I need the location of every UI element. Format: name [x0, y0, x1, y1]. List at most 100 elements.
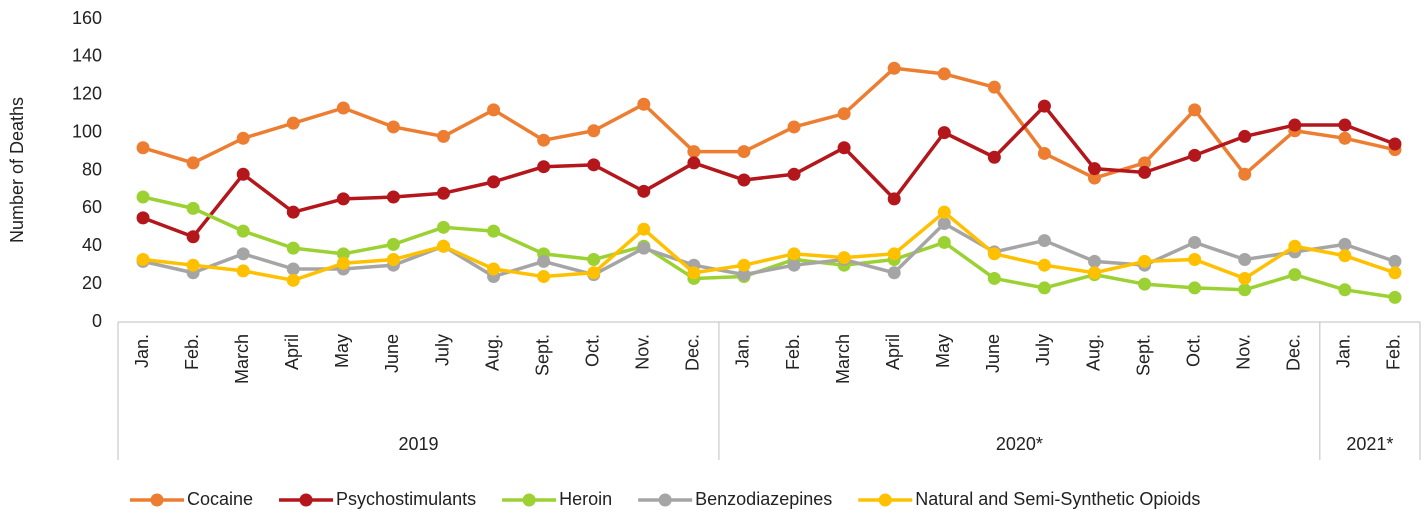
data-point: [687, 145, 701, 159]
x-tick-label: Sept.: [1133, 334, 1153, 376]
x-tick-label: Jan.: [733, 334, 753, 368]
data-point: [737, 268, 751, 282]
data-point: [687, 266, 701, 280]
data-point: [1388, 137, 1402, 151]
data-point: [1238, 283, 1252, 297]
x-tick-label: Aug.: [1083, 334, 1103, 371]
y-axis-label: Number of Deaths: [7, 97, 27, 243]
legend-label: Heroin: [559, 489, 612, 509]
data-point: [1037, 99, 1051, 113]
data-point: [1238, 271, 1252, 285]
series-line: [142, 221, 1396, 279]
data-point: [386, 120, 400, 134]
legend-label: Psychostimulants: [336, 489, 476, 509]
data-point: [1088, 254, 1101, 268]
data-point: [937, 217, 951, 231]
y-tick-label: 100: [72, 121, 102, 141]
data-point: [286, 273, 300, 287]
data-point: [336, 192, 350, 206]
legend-marker: [658, 493, 672, 507]
data-point: [987, 271, 1001, 285]
x-tick-label: June: [382, 334, 402, 373]
data-point: [1288, 118, 1302, 132]
data-point: [236, 167, 250, 181]
data-point: [787, 247, 801, 261]
group-label: 2019: [398, 434, 438, 454]
data-point: [937, 235, 951, 249]
data-point: [1188, 235, 1202, 249]
data-point: [787, 167, 801, 181]
data-point: [537, 133, 551, 147]
data-point: [487, 103, 501, 117]
data-point: [537, 254, 551, 268]
x-tick-label: Jan.: [132, 334, 152, 368]
data-point: [1238, 167, 1252, 181]
x-tick-label: Feb.: [1384, 334, 1404, 370]
data-point: [1037, 234, 1051, 248]
x-tick-label: Oct.: [1183, 334, 1203, 367]
series-line: [142, 104, 1396, 239]
x-tick-label: June: [983, 334, 1003, 373]
legend-label: Benzodiazepines: [695, 489, 832, 509]
data-point: [136, 211, 150, 225]
data-point: [987, 150, 1001, 164]
data-point: [136, 141, 150, 155]
data-point: [837, 251, 851, 265]
data-point: [1037, 146, 1051, 160]
x-tick-label: March: [232, 334, 252, 384]
data-point: [186, 230, 200, 244]
data-point: [1037, 258, 1051, 272]
x-tick-label: April: [883, 334, 903, 370]
data-point: [1388, 290, 1402, 304]
data-point: [286, 205, 300, 219]
data-point: [637, 97, 651, 111]
data-point: [737, 173, 751, 187]
data-point: [437, 129, 450, 143]
x-tick-label: Sept.: [532, 334, 552, 376]
data-point: [687, 156, 701, 170]
legend-marker: [878, 493, 892, 507]
data-point: [236, 131, 250, 145]
y-tick-label: 120: [72, 84, 102, 104]
group-label: 2021*: [1346, 434, 1393, 454]
data-point: [1088, 171, 1101, 185]
x-tick-label: Feb.: [783, 334, 803, 370]
data-point: [537, 160, 551, 174]
group-label: 2020*: [996, 434, 1043, 454]
x-tick-label: Dec.: [1284, 334, 1304, 371]
data-point: [587, 266, 601, 280]
series-line: [142, 66, 1396, 180]
data-point: [437, 186, 450, 200]
data-point: [637, 222, 651, 236]
legend-label: Cocaine: [187, 489, 253, 509]
x-tick-label: May: [332, 334, 352, 368]
y-tick-label: 140: [72, 46, 102, 66]
data-point: [286, 262, 300, 276]
data-point: [336, 101, 350, 115]
y-tick-label: 60: [82, 197, 102, 217]
data-point: [1288, 268, 1302, 282]
data-point: [1188, 148, 1202, 162]
x-tick-label: Oct.: [582, 334, 602, 367]
x-tick-label: April: [282, 334, 302, 370]
data-point: [186, 258, 200, 272]
data-point: [587, 124, 601, 138]
data-point: [1338, 237, 1352, 251]
legend-marker: [299, 493, 313, 507]
data-point: [587, 253, 601, 267]
data-point: [386, 253, 400, 267]
x-tick-label: Nov.: [633, 334, 653, 370]
x-tick-label: July: [432, 334, 452, 366]
data-point: [286, 116, 300, 130]
data-point: [1338, 118, 1352, 132]
data-point: [1138, 277, 1152, 291]
data-point: [186, 156, 200, 170]
data-point: [487, 175, 501, 189]
data-point: [737, 258, 751, 272]
data-point: [937, 205, 951, 219]
data-point: [1238, 253, 1252, 267]
data-point: [837, 107, 851, 121]
data-point: [737, 145, 751, 159]
data-point: [887, 192, 901, 206]
data-point: [537, 270, 551, 284]
